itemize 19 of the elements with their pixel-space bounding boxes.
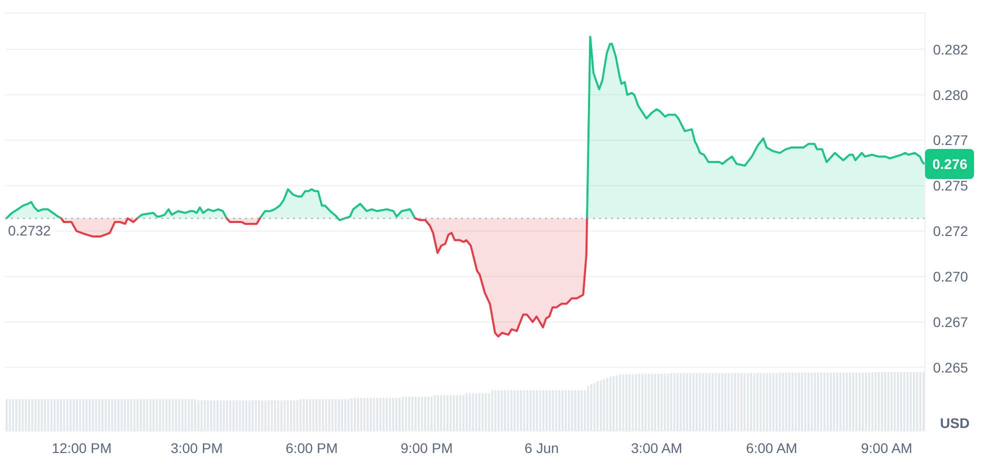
x-tick-label: 12:00 PM xyxy=(52,440,112,456)
annotation: 0.276 xyxy=(925,148,974,179)
y-tick-label: 0.277 xyxy=(933,132,968,148)
y-tick-label: 0.280 xyxy=(933,86,968,103)
x-tick-label: 6:00 PM xyxy=(286,440,338,456)
x-tick-label: 9:00 PM xyxy=(400,440,453,456)
y-tick-label: 0.282 xyxy=(933,41,968,58)
y-tick-label: 0.265 xyxy=(933,359,968,376)
y-axis-title: USD xyxy=(940,415,970,431)
ref-line-label: 0.2732 xyxy=(8,222,52,238)
y-tick-label: 0.272 xyxy=(933,223,968,240)
y-tick-label: 0.267 xyxy=(933,314,968,330)
y-tick-label: 0.270 xyxy=(933,268,968,284)
x-tick-label: 3:00 AM xyxy=(630,440,682,456)
y-tick-label: 0.275 xyxy=(933,178,968,194)
x-tick-label: 3:00 PM xyxy=(170,440,223,456)
x-tick-label: 6 Jun xyxy=(524,440,559,456)
x-tick-label: 6:00 AM xyxy=(746,440,798,456)
x-tick-label: 9:00 AM xyxy=(860,440,912,456)
